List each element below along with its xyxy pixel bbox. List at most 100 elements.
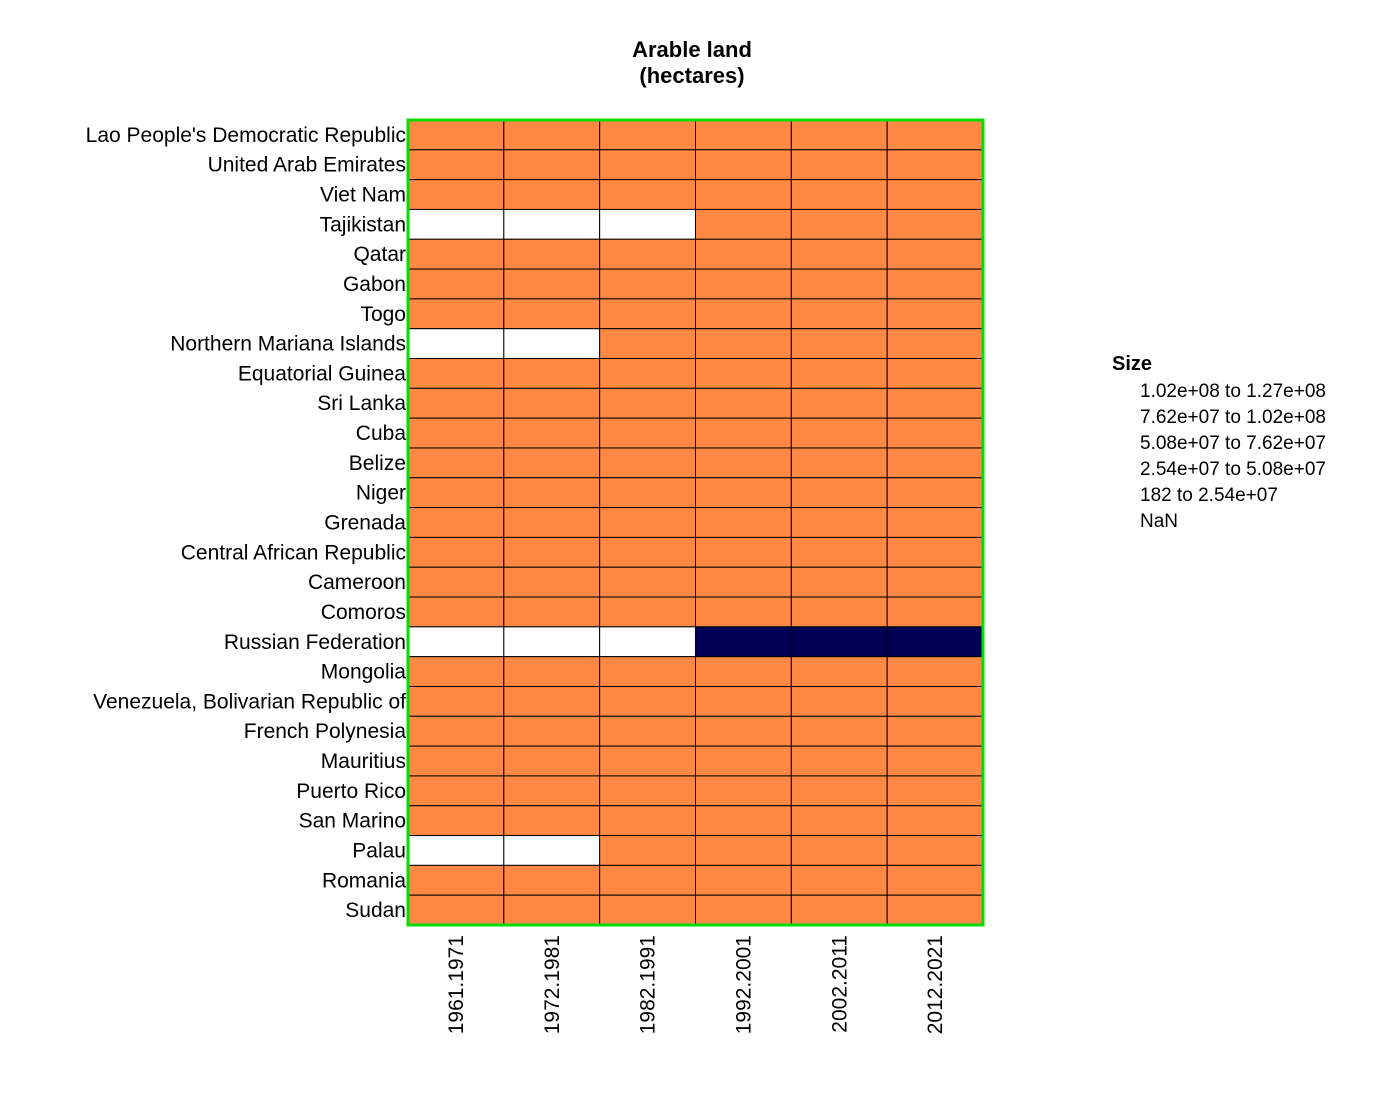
heatmap-cell — [407, 536, 505, 568]
column-label: 2002.2011 — [828, 935, 851, 1033]
heatmap-cell — [695, 894, 792, 926]
heatmap-cell — [695, 536, 792, 568]
heatmap-cell — [503, 715, 601, 747]
heatmap-cell — [886, 507, 984, 538]
heatmap-cell — [695, 208, 792, 240]
heatmap-cell — [599, 477, 697, 509]
heatmap-cell — [599, 328, 697, 360]
row-label: Qatar — [353, 243, 406, 266]
heatmap-cell — [695, 805, 792, 837]
heatmap-cell — [695, 238, 792, 270]
heatmap-cell — [599, 298, 697, 330]
heatmap-cell — [886, 179, 984, 210]
heatmap-cell — [407, 566, 505, 598]
heatmap-cell — [407, 358, 505, 389]
heatmap-cell — [886, 566, 984, 598]
heatmap-cell — [790, 238, 888, 270]
heatmap-cell — [407, 864, 505, 896]
heatmap-cell — [695, 179, 792, 210]
heatmap-cell — [407, 596, 505, 628]
heatmap-cell — [407, 656, 505, 687]
heatmap-cell — [695, 149, 792, 181]
row-label: United Arab Emirates — [208, 154, 406, 177]
heatmap-cell — [886, 775, 984, 807]
heatmap-cell — [886, 298, 984, 330]
legend: Size 1.02e+08 to 1.27e+08 7.62e+07 to 1.0… — [1112, 353, 1326, 532]
heatmap-cell — [503, 417, 601, 449]
row-label: Russian Federation — [224, 631, 406, 654]
heatmap-cell — [695, 685, 792, 717]
row-label: Gabon — [343, 273, 406, 296]
row-label: Palau — [352, 839, 406, 862]
heatmap-cell — [695, 835, 792, 866]
row-label: Mongolia — [321, 661, 407, 684]
heatmap-cell — [599, 864, 697, 896]
heatmap-cell — [695, 507, 792, 538]
heatmap-cell — [790, 208, 888, 240]
heatmap-cell — [407, 298, 505, 330]
legend-entry: NaN — [1140, 511, 1178, 532]
heatmap-cell — [790, 328, 888, 360]
heatmap-cell — [886, 328, 984, 360]
heatmap-cell — [503, 626, 601, 658]
heatmap-cell — [407, 775, 505, 807]
heatmap-cell — [886, 447, 984, 479]
heatmap-cell — [599, 715, 697, 747]
heatmap-cell — [599, 596, 697, 628]
heatmap-cell — [886, 894, 984, 926]
row-label: French Polynesia — [244, 720, 407, 743]
column-label: 1972.1981 — [541, 935, 564, 1034]
heatmap-cell — [886, 864, 984, 896]
heatmap-cell — [695, 626, 792, 658]
heatmap-cell — [407, 119, 505, 151]
heatmap-cell — [790, 477, 888, 509]
row-label: Lao People's Democratic Republic — [86, 124, 406, 147]
heatmap-cell — [407, 149, 505, 181]
heatmap-cell — [503, 387, 601, 419]
legend-entry: 5.08e+07 to 7.62e+07 — [1140, 433, 1326, 454]
heatmap-cell — [407, 417, 505, 449]
row-label: Cuba — [356, 422, 407, 445]
heatmap-cell — [599, 656, 697, 687]
heatmap-cell — [407, 387, 505, 419]
row-label: Romania — [322, 869, 406, 892]
plot-frame — [406, 118, 985, 927]
heatmap-cell — [407, 208, 505, 240]
heatmap-cell — [886, 208, 984, 240]
heatmap-cell — [599, 238, 697, 270]
heatmap-cell — [503, 805, 601, 837]
legend-entry: 7.62e+07 to 1.02e+08 — [1140, 407, 1326, 428]
heatmap-cell — [790, 596, 888, 628]
heatmap-cell — [503, 536, 601, 568]
heatmap-cell — [886, 656, 984, 687]
heatmap-cell — [886, 387, 984, 419]
row-label: Sri Lanka — [317, 392, 406, 415]
heatmap-cell — [886, 745, 984, 777]
heatmap-cell — [790, 566, 888, 598]
row-label: Northern Mariana Islands — [170, 333, 406, 356]
heatmap-cell — [407, 894, 505, 926]
heatmap-cell — [503, 238, 601, 270]
row-label: Sudan — [345, 899, 406, 922]
heatmap-cell — [790, 685, 888, 717]
heatmap-cell — [695, 417, 792, 449]
heatmap-cell — [503, 208, 601, 240]
heatmap-cell — [695, 387, 792, 419]
heatmap-cell — [695, 596, 792, 628]
heatmap-cell — [407, 745, 505, 777]
heatmap-cell — [599, 268, 697, 300]
heatmap-cell — [886, 119, 984, 151]
heatmap-cell — [790, 745, 888, 777]
heatmap-cell — [599, 447, 697, 479]
heatmap-cell — [790, 536, 888, 568]
heatmap-cell — [599, 179, 697, 210]
row-label: Equatorial Guinea — [238, 362, 406, 385]
row-label: Niger — [356, 482, 406, 505]
heatmap-cell — [407, 268, 505, 300]
heatmap-cell — [407, 685, 505, 717]
row-label: Viet Nam — [320, 184, 406, 207]
heatmap-cell — [790, 626, 888, 658]
heatmap-cell — [599, 208, 697, 240]
column-label: 1982.1991 — [637, 935, 660, 1034]
heatmap-cell — [503, 507, 601, 538]
